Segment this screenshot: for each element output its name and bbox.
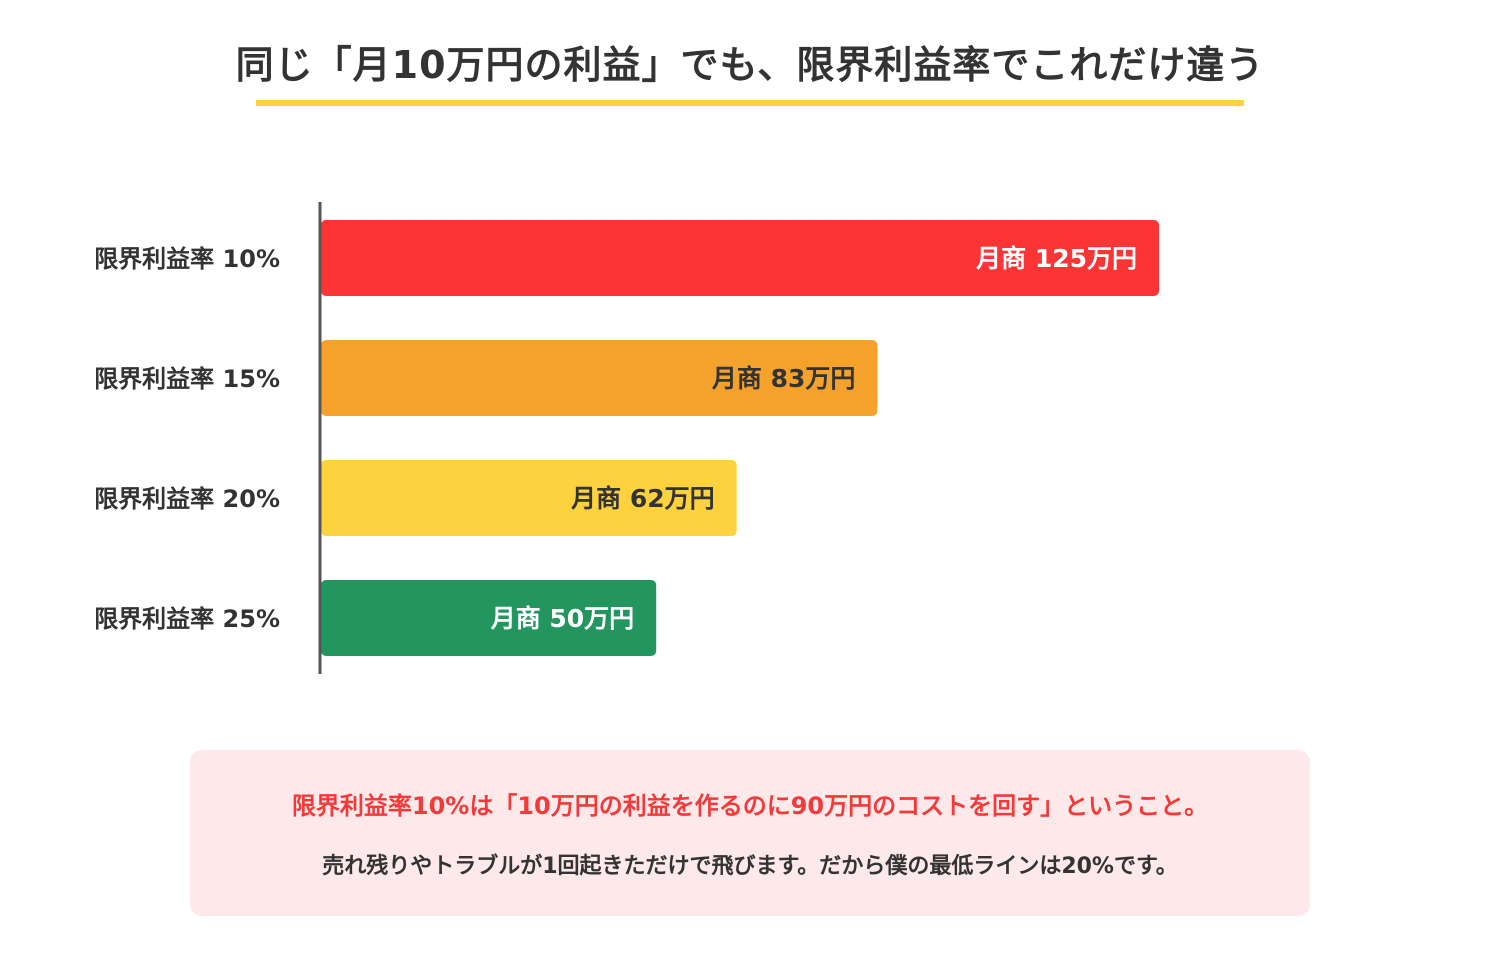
bar-chart: 月商 125万円 限界利益率 10% 月商 83万円 限界利益率 15% 月商 62万円… — [94, 202, 1159, 674]
title-underline — [256, 100, 1244, 106]
bar-2 — [321, 340, 878, 416]
bar-data-label-4: 月商 50万円 — [490, 604, 635, 633]
note-box: 限界利益率10%は「10万円の利益を作るのに90万円のコストを回す」ということ。… — [190, 750, 1310, 916]
note-sub-text: 売れ残りやトラブルが1回起きただけで飛びます。だから僕の最低ラインは20%です。 — [322, 854, 1178, 879]
category-label-3: 限界利益率 20% — [94, 485, 280, 513]
bar-4 — [321, 580, 657, 656]
bar-data-label-2: 月商 83万円 — [711, 364, 856, 393]
bar-3 — [321, 460, 737, 536]
category-label-1: 限界利益率 10% — [94, 245, 280, 273]
note-main-text: 限界利益率10%は「10万円の利益を作るのに90万円のコストを回す」ということ。 — [291, 792, 1209, 820]
bar-data-label-1: 月商 125万円 — [975, 244, 1137, 273]
category-label-2: 限界利益率 15% — [94, 365, 280, 393]
chart-title: 同じ「月10万円の利益」でも、限界利益率でこれだけ違う — [235, 43, 1265, 87]
bar-1 — [321, 220, 1159, 296]
category-label-4: 限界利益率 25% — [94, 605, 280, 633]
bar-data-label-3: 月商 62万円 — [570, 484, 715, 513]
